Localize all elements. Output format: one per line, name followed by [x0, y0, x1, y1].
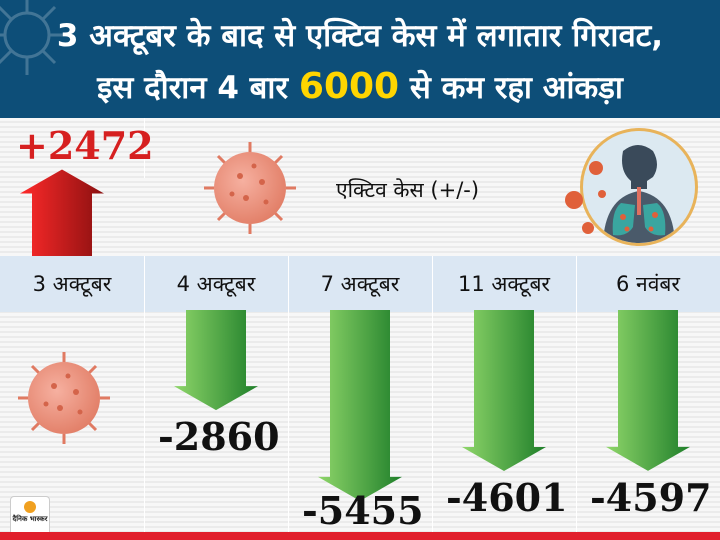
date-band — [0, 256, 720, 312]
value-label-up: +2472 — [16, 123, 154, 168]
bar-down-arrow — [606, 310, 690, 471]
bar-up-arrow — [20, 169, 104, 256]
virus-icon — [18, 352, 110, 444]
header-highlight-number: 6000 — [298, 66, 400, 107]
header-line-1: 3 अक्टूबर के बाद से एक्टिव केस में लगाता… — [56, 18, 664, 54]
bottom-accent-line — [0, 532, 720, 540]
value-label-down: -5455 — [302, 488, 424, 533]
tick-label-date: 3 अक्टूबर — [32, 272, 112, 296]
bar-down-arrow — [174, 310, 258, 411]
legend-label: एक्टिव केस (+/-) — [336, 178, 480, 202]
respiratory-illustration — [580, 128, 698, 246]
header-line-2-post: से कम रहा आंकड़ा — [409, 70, 623, 106]
header-banner: 3 अक्टूबर के बाद से एक्टिव केस में लगाता… — [0, 0, 720, 118]
column-separator — [576, 256, 577, 532]
bar-down-arrow — [318, 310, 402, 501]
tick-label-date: 7 अक्टूबर — [320, 272, 400, 296]
lungs-icon — [603, 145, 675, 243]
header-line-2: इस दौरान 4 बार 6000 से कम रहा आंकड़ा — [0, 66, 720, 108]
sun-icon — [24, 501, 36, 513]
virus-watermark-icon — [0, 0, 67, 75]
bar-down-arrow — [462, 310, 546, 472]
column-separator — [288, 256, 289, 532]
value-label-down: -4597 — [590, 474, 712, 520]
logo-text: दैनिक भास्कर — [12, 515, 48, 523]
brand-logo: दैनिक भास्कर — [10, 496, 50, 538]
column-separator — [432, 256, 433, 532]
value-label-down: -4601 — [446, 475, 568, 521]
column-separator — [144, 256, 145, 532]
value-label-down: -2860 — [158, 414, 280, 460]
virus-icon — [204, 142, 296, 234]
droplet-virus-icon — [565, 161, 606, 234]
tick-label-date: 11 अक्टूबर — [457, 272, 551, 296]
tick-label-date: 6 नवंबर — [616, 272, 680, 296]
column-separator — [144, 118, 145, 178]
header-line-2-pre: इस दौरान 4 बार — [97, 70, 289, 106]
tick-label-date: 4 अक्टूबर — [176, 272, 256, 296]
